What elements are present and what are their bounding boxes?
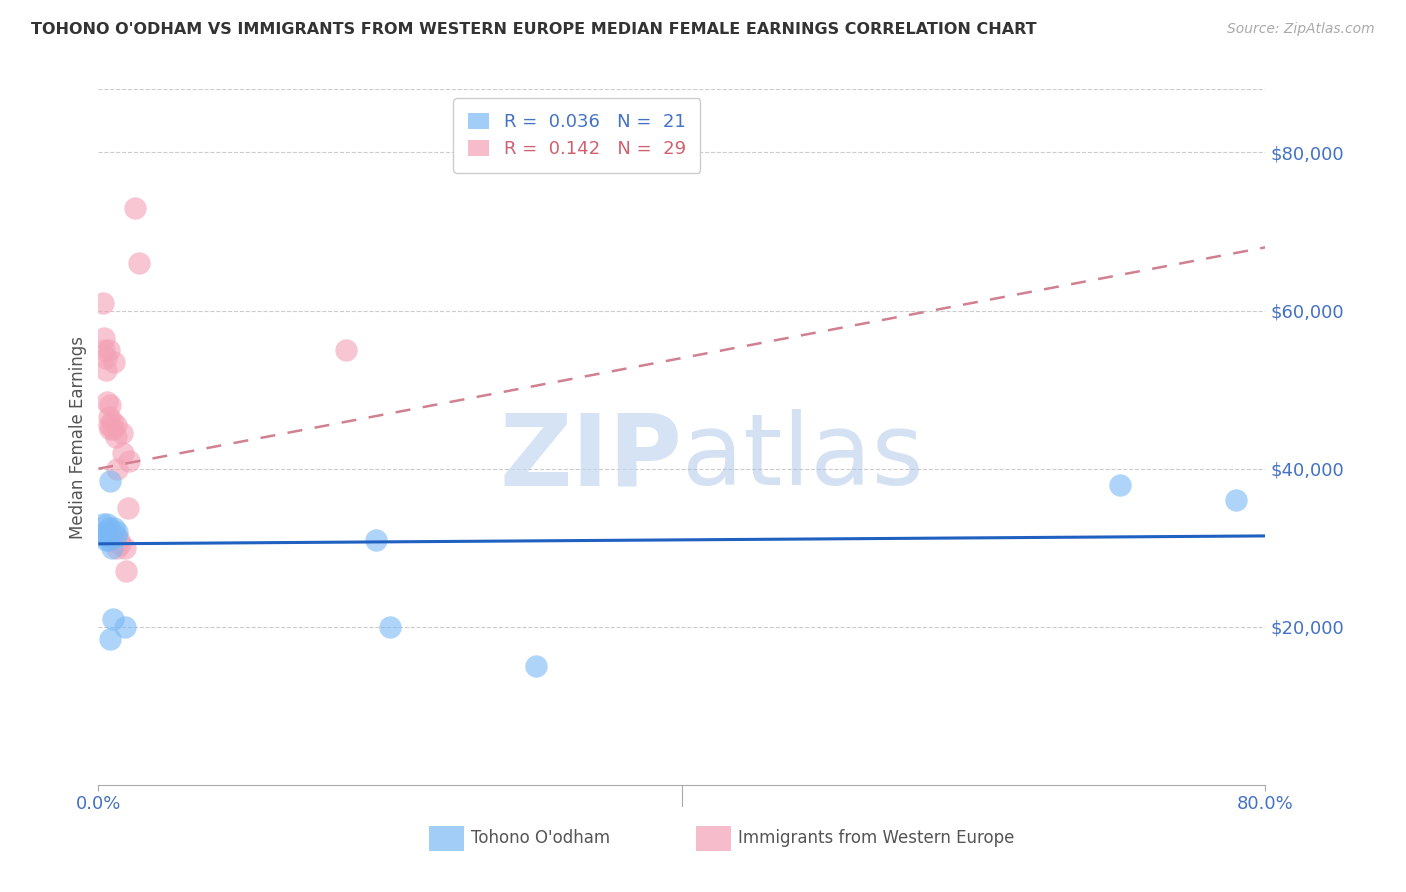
Point (94, 363, 117, 377)
Point (97, 418, 120, 433)
Point (94, 533, 117, 547)
Point (101, 612, 124, 626)
Point (110, 537, 132, 551)
Point (97, 533, 120, 547)
Point (364, 533, 387, 547)
Point (104, 418, 127, 433)
Point (114, 541, 136, 555)
Point (112, 446, 135, 460)
Point (111, 426, 134, 441)
Point (91, 295, 114, 310)
Point (98, 474, 121, 488)
Text: Tohono O'odham: Tohono O'odham (471, 830, 610, 847)
Point (97, 521, 120, 535)
Point (96, 529, 118, 543)
Point (117, 501, 139, 516)
Point (98, 632, 121, 646)
Point (108, 533, 131, 547)
Text: Immigrants from Western Europe: Immigrants from Western Europe (738, 830, 1015, 847)
Point (97, 343, 120, 358)
Point (93, 343, 115, 358)
Point (335, 343, 357, 358)
Legend: R =  0.036   N =  21, R =  0.142   N =  29: R = 0.036 N = 21, R = 0.142 N = 29 (453, 98, 700, 173)
Point (124, 201, 146, 215)
Point (98, 399, 121, 413)
Point (98, 422, 121, 436)
Point (115, 565, 138, 579)
Point (103, 355, 125, 369)
Point (94, 351, 117, 365)
Point (97, 410, 120, 425)
Point (101, 422, 124, 436)
Point (1225, 493, 1247, 508)
Point (94, 524, 117, 539)
Point (118, 454, 141, 468)
Point (104, 430, 127, 444)
Point (93, 529, 115, 543)
Point (96, 394, 118, 409)
Point (105, 461, 128, 475)
Point (91, 516, 114, 531)
Point (104, 529, 127, 543)
Point (114, 620, 136, 634)
Text: ZIP: ZIP (499, 409, 682, 507)
Point (93, 331, 115, 345)
Point (1108, 477, 1130, 491)
Point (100, 541, 122, 555)
Point (100, 414, 122, 428)
Point (103, 521, 125, 535)
Text: TOHONO O'ODHAM VS IMMIGRANTS FROM WESTERN EUROPE MEDIAN FEMALE EARNINGS CORRELAT: TOHONO O'ODHAM VS IMMIGRANTS FROM WESTER… (31, 22, 1036, 37)
Text: atlas: atlas (682, 409, 924, 507)
Point (96, 516, 118, 531)
Y-axis label: Median Female Earnings: Median Female Earnings (69, 335, 87, 539)
Point (524, 659, 547, 673)
Point (380, 620, 402, 634)
Point (105, 524, 128, 539)
Point (105, 541, 128, 555)
Text: Source: ZipAtlas.com: Source: ZipAtlas.com (1227, 22, 1375, 37)
Point (128, 256, 150, 270)
